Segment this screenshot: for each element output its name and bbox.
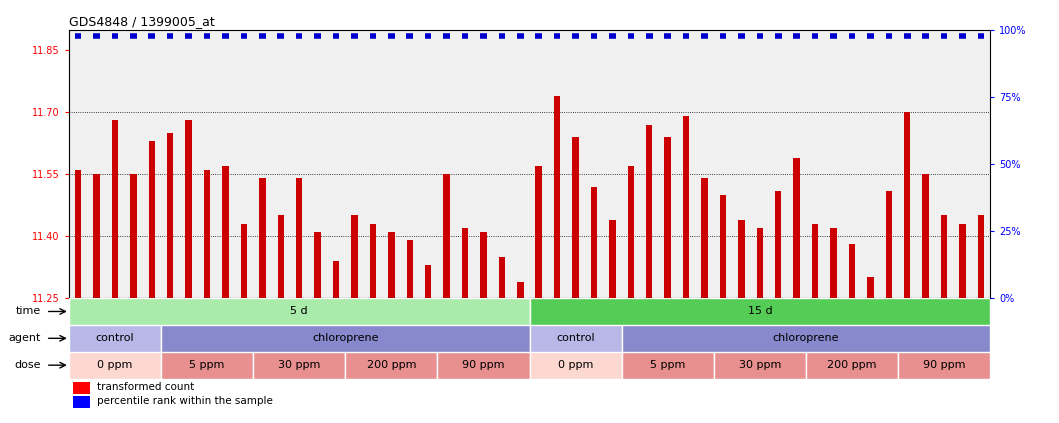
Bar: [73, 396, 90, 408]
Bar: [69, 298, 530, 325]
Bar: [277, 215, 284, 298]
Text: 200 ppm: 200 ppm: [827, 360, 877, 370]
Bar: [848, 244, 856, 298]
Bar: [714, 352, 806, 379]
Bar: [664, 137, 671, 298]
Text: time: time: [16, 307, 41, 316]
Text: 5 ppm: 5 ppm: [190, 360, 225, 370]
Bar: [628, 166, 634, 298]
Bar: [806, 352, 898, 379]
Bar: [530, 325, 622, 352]
Bar: [885, 191, 892, 298]
Bar: [499, 257, 505, 298]
Bar: [812, 224, 819, 298]
Bar: [683, 116, 689, 298]
Bar: [591, 187, 597, 298]
Bar: [959, 224, 966, 298]
Bar: [646, 125, 652, 298]
Bar: [148, 141, 155, 298]
Bar: [352, 215, 358, 298]
Text: GDS4848 / 1399005_at: GDS4848 / 1399005_at: [69, 16, 215, 28]
Bar: [462, 228, 468, 298]
Text: 15 d: 15 d: [748, 307, 772, 316]
Bar: [240, 224, 247, 298]
Bar: [73, 382, 90, 394]
Text: dose: dose: [15, 360, 41, 370]
Bar: [536, 166, 542, 298]
Bar: [480, 232, 487, 298]
Bar: [130, 174, 137, 298]
Bar: [530, 298, 990, 325]
Bar: [437, 352, 530, 379]
Text: agent: agent: [8, 333, 41, 343]
Text: control: control: [556, 333, 595, 343]
Bar: [572, 137, 579, 298]
Bar: [922, 174, 929, 298]
Bar: [720, 195, 726, 298]
Text: chloroprene: chloroprene: [312, 333, 378, 343]
Bar: [407, 240, 413, 298]
Bar: [315, 232, 321, 298]
Text: 0 ppm: 0 ppm: [97, 360, 132, 370]
Text: percentile rank within the sample: percentile rank within the sample: [97, 396, 273, 407]
Bar: [977, 215, 984, 298]
Text: control: control: [95, 333, 134, 343]
Bar: [345, 352, 437, 379]
Bar: [370, 224, 376, 298]
Bar: [867, 277, 874, 298]
Bar: [203, 170, 211, 298]
Bar: [111, 121, 119, 298]
Bar: [444, 174, 450, 298]
Bar: [333, 261, 339, 298]
Bar: [517, 282, 523, 298]
Bar: [167, 133, 174, 298]
Text: 0 ppm: 0 ppm: [558, 360, 593, 370]
Text: 30 ppm: 30 ppm: [738, 360, 782, 370]
Bar: [622, 325, 990, 352]
Bar: [161, 352, 253, 379]
Text: 90 ppm: 90 ppm: [922, 360, 966, 370]
Text: 5 d: 5 d: [290, 307, 308, 316]
Bar: [904, 112, 911, 298]
Text: 90 ppm: 90 ppm: [462, 360, 505, 370]
Bar: [222, 166, 229, 298]
Bar: [259, 178, 266, 298]
Bar: [93, 174, 100, 298]
Bar: [830, 228, 837, 298]
Text: chloroprene: chloroprene: [773, 333, 839, 343]
Bar: [253, 352, 345, 379]
Bar: [756, 228, 764, 298]
Bar: [185, 121, 192, 298]
Bar: [775, 191, 782, 298]
Bar: [69, 352, 161, 379]
Bar: [425, 265, 431, 298]
Text: 5 ppm: 5 ppm: [650, 360, 685, 370]
Bar: [75, 170, 82, 298]
Text: 200 ppm: 200 ppm: [366, 360, 416, 370]
Bar: [609, 220, 615, 298]
Bar: [388, 232, 395, 298]
Bar: [940, 215, 948, 298]
Text: 30 ppm: 30 ppm: [277, 360, 321, 370]
Bar: [793, 158, 800, 298]
Bar: [554, 96, 560, 298]
Bar: [530, 352, 622, 379]
Bar: [701, 178, 707, 298]
Bar: [898, 352, 990, 379]
Text: transformed count: transformed count: [97, 382, 195, 393]
Bar: [295, 178, 303, 298]
Bar: [161, 325, 530, 352]
Bar: [622, 352, 714, 379]
Bar: [738, 220, 744, 298]
Bar: [69, 325, 161, 352]
